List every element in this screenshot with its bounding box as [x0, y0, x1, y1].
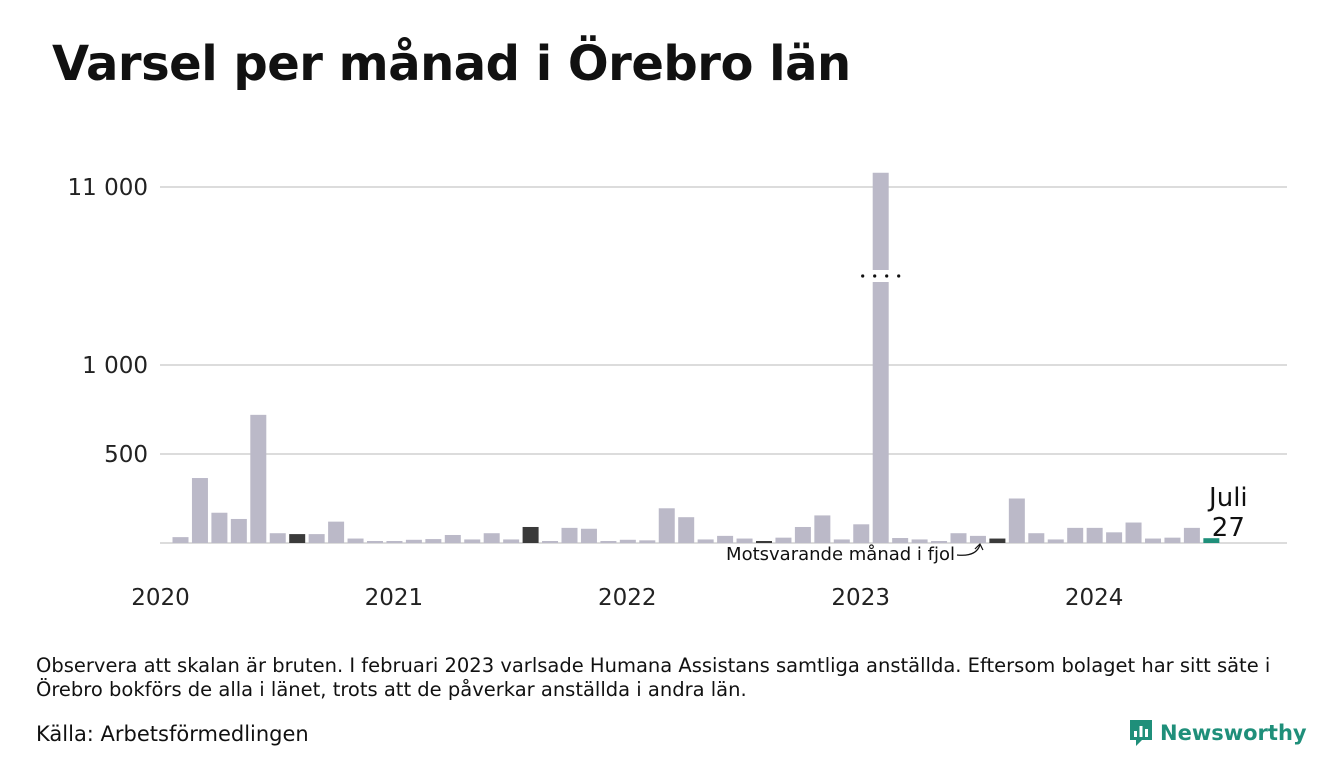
bar-2023-08 — [1008, 498, 1025, 543]
same-month-last-year-annotation: Motsvarande månad i fjol — [726, 544, 955, 565]
bar-2023-10 — [1047, 539, 1064, 543]
x-tick-label: 2023 — [831, 585, 890, 611]
newsworthy-bar-chart-icon — [1130, 720, 1152, 746]
bar-2023-06 — [969, 535, 986, 543]
bar-2021-08 — [542, 541, 559, 543]
x-tick-label: 2020 — [131, 585, 190, 611]
bar-2024-03 — [1145, 538, 1161, 543]
bar-2024-05 — [1183, 527, 1200, 543]
bar-2021-09 — [561, 527, 578, 543]
scale-break-dot — [861, 274, 865, 278]
bar-2023-12 — [1086, 527, 1103, 543]
latest-value-label: 27 — [1212, 513, 1245, 543]
scale-break-dot — [885, 274, 889, 278]
bar-2020-06 — [269, 533, 286, 543]
bar-2022-09 — [794, 526, 811, 543]
y-tick-label: 500 — [104, 442, 148, 468]
x-tick-label: 2022 — [598, 585, 657, 611]
bar-2023-02 — [892, 538, 909, 543]
bar-2022-10 — [814, 515, 831, 543]
bar-2024-04 — [1164, 537, 1181, 543]
bar-2022-02 — [658, 508, 675, 543]
y-tick-label: 11 000 — [68, 175, 148, 201]
bar-2021-03 — [444, 534, 461, 543]
bar-2020-02 — [191, 478, 208, 543]
bar-2020-04 — [230, 518, 247, 543]
annotation-arrow — [956, 544, 981, 556]
bar-2020-12 — [386, 541, 403, 543]
scale-break-gap — [870, 270, 891, 282]
bar-2024-01 — [1106, 532, 1123, 543]
bar-2021-10 — [580, 528, 597, 543]
bar-2020-05 — [250, 414, 267, 543]
bar-2020-08 — [308, 534, 325, 543]
bar-2021-01 — [405, 539, 422, 543]
newsworthy-logo: Newsworthy — [1128, 718, 1307, 748]
scale-break-dot — [873, 274, 877, 278]
bar-2021-05 — [483, 533, 500, 543]
bar-2023-05 — [950, 533, 967, 543]
bar-2021-06 — [503, 539, 520, 543]
bar-2022-12 — [853, 524, 870, 543]
logo-text: Newsworthy — [1160, 721, 1307, 745]
chart-title: Varsel per månad i Örebro län — [52, 36, 851, 92]
bar-2021-12 — [619, 539, 636, 543]
bar-2020-09 — [328, 521, 345, 543]
bar-2023-04 — [931, 541, 948, 543]
bar-2022-06 — [736, 538, 753, 543]
bar-2021-11 — [600, 541, 617, 543]
bar-2020-03 — [211, 512, 228, 543]
bar-2023-09 — [1028, 533, 1045, 543]
bar-2022-01 — [639, 540, 656, 543]
bar-2023-03 — [911, 539, 928, 543]
bar-2024-02 — [1125, 522, 1142, 543]
bar-2023-11 — [1067, 527, 1084, 543]
source-credit: Källa: Arbetsförmedlingen — [36, 722, 309, 746]
bar-2022-08 — [775, 537, 792, 543]
bar-2023-01 — [872, 172, 889, 543]
footnote: Observera att skalan är bruten. I februa… — [36, 654, 1271, 701]
y-tick-label: 1 000 — [82, 353, 148, 379]
bar-2020-07 — [289, 534, 306, 543]
annotation-arrow-head — [974, 542, 984, 551]
bar-2021-04 — [464, 539, 481, 543]
bar-2020-11 — [367, 541, 383, 543]
bar-2020-10 — [347, 538, 364, 543]
bar-2022-03 — [678, 517, 695, 543]
bar-2022-04 — [697, 539, 714, 543]
bar-chart: 500 1 000 11 000 2020 2021 2022 2023 2024 Mots… — [68, 172, 1287, 611]
bar-2024-06 — [1203, 538, 1220, 543]
scale-break-dot — [897, 274, 901, 278]
x-tick-label: 2021 — [365, 585, 424, 611]
x-tick-label: 2024 — [1065, 585, 1124, 611]
bar-2020-01 — [172, 537, 189, 543]
bar-2021-07 — [522, 526, 539, 543]
bar-2022-05 — [717, 535, 734, 543]
bar-2023-07 — [989, 538, 1006, 543]
latest-month-label: Juli — [1207, 483, 1248, 513]
bar-2022-11 — [833, 539, 850, 543]
bar-2021-02 — [425, 539, 442, 543]
bar-2022-07 — [756, 541, 772, 543]
